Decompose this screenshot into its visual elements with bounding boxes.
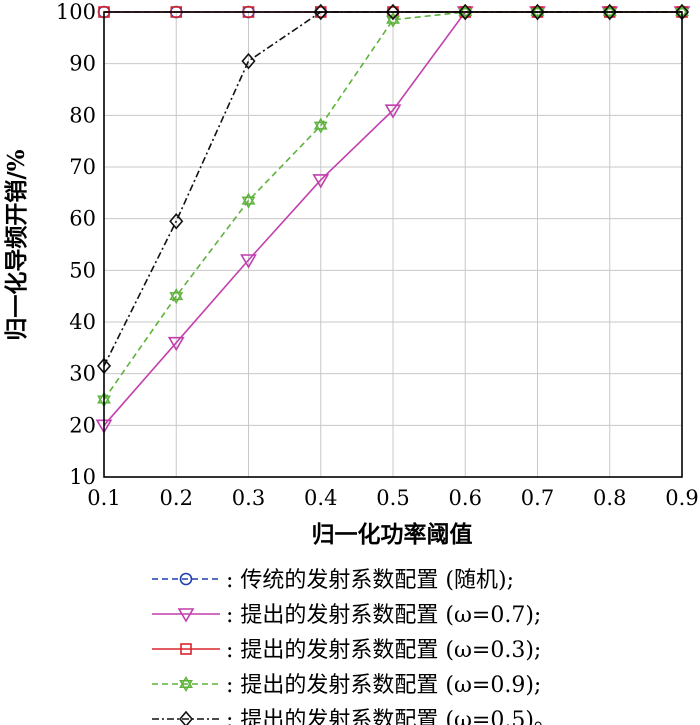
x-tick-label: 0.3 (232, 486, 265, 510)
x-tick-label: 0.8 (593, 486, 626, 510)
x-axis-label: 归一化功率阈值 (312, 521, 473, 548)
series-4-point (313, 3, 328, 21)
legend-marker (179, 676, 193, 692)
series-1-point (167, 336, 185, 352)
legend-entry: : 提出的发射系数配置 (ω=0.3); (152, 638, 541, 663)
series-4-point (241, 52, 256, 70)
legend-marker-part (179, 680, 193, 692)
series-3-point (386, 11, 400, 28)
x-tick-label: 0.1 (87, 486, 120, 510)
series-3-point-part (241, 196, 256, 209)
y-tick-label: 40 (69, 310, 96, 334)
legend-label: : 提出的发射系数配置 (ω=0.7); (226, 603, 541, 628)
legend-label: : 传统的发射系数配置 (随机); (226, 568, 514, 593)
legend: : 传统的发射系数配置 (随机); : 提出的发射系数配置 (ω=0.7); : 提… (152, 568, 556, 725)
series-3-point (241, 192, 256, 209)
series-3-point-part (313, 121, 328, 134)
x-tick-labels: 0.1 0.2 0.3 0.4 0.5 0.6 0.7 0.8 0.9 (87, 486, 698, 510)
y-tick-label: 50 (69, 258, 96, 282)
y-tick-label: 20 (69, 413, 96, 437)
legend-marker-part (179, 676, 193, 688)
series-3-point-part (386, 11, 400, 24)
legend-label: : 提出的发射系数配置 (ω=0.5)。 (226, 708, 556, 725)
y-tick-label: 80 (69, 103, 96, 127)
series-3-point-part (169, 292, 184, 305)
legend-marker (180, 643, 192, 655)
series-3-point-part (169, 288, 184, 301)
legend-entry: : 提出的发射系数配置 (ω=0.7); (152, 603, 541, 628)
legend-label: : 提出的发射系数配置 (ω=0.9); (226, 673, 541, 698)
y-axis-label: 归一化导频开销/% (3, 149, 30, 340)
x-tick-label: 0.7 (521, 486, 554, 510)
series-3-point-part (602, 4, 617, 16)
series-3-point (313, 117, 328, 134)
legend-entry: : 传统的发射系数配置 (随机); (152, 568, 514, 593)
series-3-point-part (530, 8, 545, 20)
x-tick-label: 0.2 (160, 486, 193, 510)
legend-entry: : 提出的发射系数配置 (ω=0.9); (152, 673, 541, 698)
series-4-point (169, 213, 184, 230)
y-tick-labels: 10 20 30 40 50 60 70 80 90 100 (56, 0, 96, 489)
series-3-point-part (458, 8, 473, 20)
legend-marker (179, 572, 193, 586)
series-3-point-part (602, 8, 617, 20)
series-3-point (169, 288, 184, 305)
series-1-point (384, 104, 402, 119)
x-tick-label: 0.9 (665, 486, 698, 510)
x-tick-label: 0.5 (376, 486, 409, 510)
series-4-point (458, 3, 473, 21)
series-3-point-part (675, 8, 689, 20)
series-1-point (240, 254, 257, 269)
series-4-point (602, 3, 617, 21)
y-tick-label: 60 (69, 207, 96, 231)
y-tick-label: 100 (56, 0, 96, 24)
series-4-point (530, 3, 545, 21)
series-3-point-part (386, 15, 400, 28)
legend-marker (178, 710, 194, 725)
x-tick-label: 0.4 (304, 486, 337, 510)
series-3-point-part (458, 4, 473, 16)
y-tick-label: 30 (69, 362, 96, 386)
y-tick-label: 70 (69, 155, 96, 179)
series-1-point (312, 174, 330, 189)
series-4-point (385, 3, 401, 21)
series-3-point (602, 4, 617, 20)
series-3-point (530, 4, 545, 20)
series-3-point-part (241, 192, 256, 205)
y-tick-label: 10 (69, 465, 96, 489)
x-tick-label: 0.6 (449, 486, 482, 510)
series-3-point (458, 4, 473, 20)
legend-label: : 提出的发射系数配置 (ω=0.3); (226, 638, 541, 663)
legend-entry: : 提出的发射系数配置 (ω=0.5)。 (152, 708, 556, 725)
y-tick-label: 90 (69, 52, 96, 76)
series-3-point-part (530, 4, 545, 16)
legend-marker (177, 608, 195, 623)
series-3-point-part (313, 117, 328, 130)
plot-frame (103, 11, 683, 478)
